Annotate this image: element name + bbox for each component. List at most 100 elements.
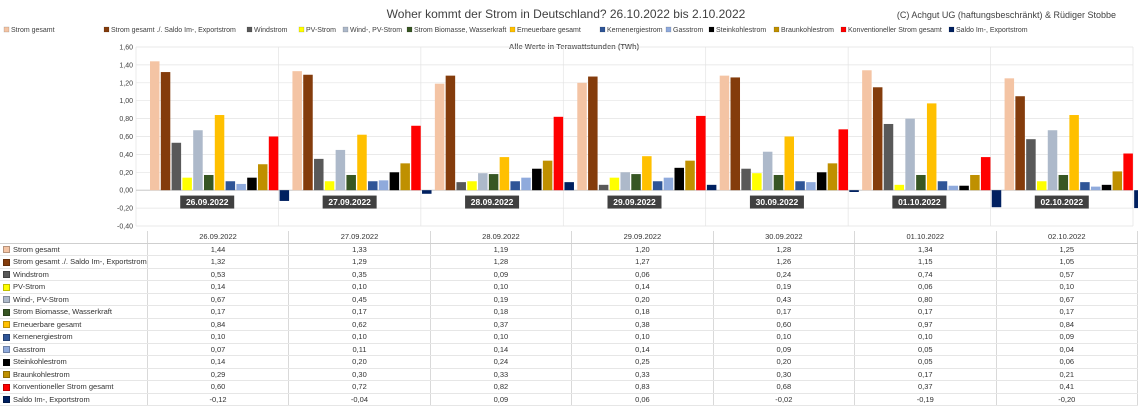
table-row: Strom gesamt ./. Saldo Im-, Exportstrom 1… — [0, 255, 1138, 269]
bar — [652, 181, 663, 191]
bar — [292, 71, 302, 191]
bar — [588, 76, 598, 191]
table-cell: 0,21 — [996, 368, 1138, 381]
legend-label: Strom gesamt ./. Saldo Im-, Exportstrom — [111, 27, 236, 34]
legend-swatch — [509, 26, 516, 33]
table-cell: 0,17 — [854, 305, 997, 319]
table-swatch — [3, 321, 10, 329]
bar — [696, 115, 706, 191]
table-series-name: Braunkohlestrom — [13, 369, 70, 379]
table-cell: 0,53 — [147, 268, 290, 281]
table-header-cell: 01.10.2022 — [854, 231, 997, 244]
table-cell: 1,28 — [430, 255, 573, 269]
table-cell: 0,35 — [288, 268, 431, 281]
legend-item: Gasstrom — [665, 26, 704, 34]
x-label-text: 30.09.2022 — [756, 197, 799, 207]
table-cell: 1,33 — [288, 243, 431, 256]
table-cell: -0,20 — [996, 393, 1138, 406]
table-cell: 0,10 — [996, 280, 1138, 294]
table-series-name: Saldo Im-, Exportstrom — [13, 394, 90, 404]
bar — [926, 103, 937, 191]
table-header-cell: 27.09.2022 — [288, 231, 431, 244]
legend-item: Erneuerbare gesamt — [509, 26, 581, 34]
bar — [991, 190, 1002, 208]
x-category-label: 27.09.2022 — [322, 195, 377, 209]
bar — [1080, 182, 1090, 191]
table-row-label: Saldo Im-, Exportstrom — [0, 393, 148, 406]
table-cell: 0,82 — [430, 380, 573, 394]
table-cell: 0,72 — [288, 380, 431, 394]
legend-item: Kernenergiestrom — [599, 26, 663, 34]
table-cell: 0,07 — [147, 343, 290, 356]
table-cell: 0,17 — [147, 305, 290, 319]
table-swatch — [3, 308, 10, 316]
table-header-cell: 02.10.2022 — [996, 231, 1138, 244]
bar — [1015, 96, 1025, 191]
bar — [642, 156, 652, 191]
legend-label: Wind-, PV-Strom — [350, 27, 402, 34]
table-series-name: Strom Biomasse, Wasserkraft — [13, 307, 112, 317]
bar — [357, 134, 367, 191]
table-cell: 0,06 — [854, 280, 997, 294]
bar — [937, 181, 948, 191]
legend-label: Erneuerbare gesamt — [517, 27, 581, 34]
legend-item: Wind-, PV-Strom — [342, 26, 402, 34]
table-cell: 0,06 — [571, 393, 714, 406]
table-cell: 0,20 — [571, 293, 714, 306]
legend-swatch — [665, 26, 672, 33]
bar — [542, 160, 553, 191]
x-label-text: 02.10.2022 — [1041, 197, 1084, 207]
bar — [236, 183, 246, 191]
table-cell: 0,60 — [713, 318, 856, 331]
legend-label: Windstrom — [254, 27, 288, 34]
table-cell: 0,67 — [996, 293, 1138, 306]
table-swatch — [3, 296, 10, 304]
table-cell: 0,09 — [713, 343, 856, 356]
table-row-label: Gasstrom — [0, 343, 148, 356]
legend-item: PV-Strom — [298, 26, 336, 34]
table-cell: 0,14 — [147, 355, 290, 369]
bar — [1090, 186, 1101, 191]
legend-swatch — [246, 26, 253, 33]
table-cell: 0,41 — [996, 380, 1138, 394]
table-corner-cell — [0, 231, 148, 244]
y-tick-label: 0,60 — [119, 134, 133, 141]
bar — [160, 72, 171, 191]
x-label-text: 26.09.2022 — [186, 197, 229, 207]
y-tick-label: 0,00 — [119, 188, 133, 195]
bar — [335, 149, 346, 191]
data-table: 26.09.2022 27.09.2022 28.09.2022 29.09.2022… — [0, 231, 1138, 406]
legend-swatch — [708, 26, 715, 33]
bar — [773, 174, 784, 191]
table-row: Windstrom 0,53 0,35 0,09 0,06 0,24 0,74 0,57 — [0, 268, 1138, 281]
table-cell: 0,60 — [147, 380, 290, 394]
table-row: PV-Strom 0,14 0,10 0,10 0,14 0,19 0,06 0,10 — [0, 280, 1138, 294]
bar — [1004, 78, 1015, 191]
bar — [795, 181, 805, 191]
table-row: Braunkohlestrom 0,29 0,30 0,33 0,33 0,30 0,17 0… — [0, 368, 1138, 381]
table-cell: -0,19 — [854, 393, 997, 406]
legend-item: Strom gesamt — [3, 26, 55, 34]
bar — [193, 130, 203, 191]
table-cell: 0,37 — [854, 380, 997, 394]
bar — [752, 173, 762, 191]
x-category-label: 02.10.2022 — [1034, 195, 1089, 209]
table-cell: 0,20 — [288, 355, 431, 369]
bar — [970, 174, 980, 191]
x-label-text: 27.09.2022 — [328, 197, 371, 207]
bar — [1101, 184, 1112, 191]
table-cell: 0,17 — [854, 368, 997, 381]
table-series-name: Wind-, PV-Strom — [13, 294, 69, 304]
bar — [741, 168, 751, 191]
legend-item: Braunkohlestrom — [773, 26, 834, 34]
table-header-cell: 26.09.2022 — [147, 231, 290, 244]
table-cell: 1,25 — [996, 243, 1138, 256]
table-cell: -0,02 — [713, 393, 856, 406]
bar — [980, 157, 991, 191]
legend-swatch — [103, 26, 110, 33]
table-cell: 1,20 — [571, 243, 714, 256]
legend-swatch — [342, 26, 349, 33]
table-row-label: Windstrom — [0, 268, 148, 281]
bar — [598, 184, 609, 191]
table-cell: 0,17 — [996, 305, 1138, 319]
